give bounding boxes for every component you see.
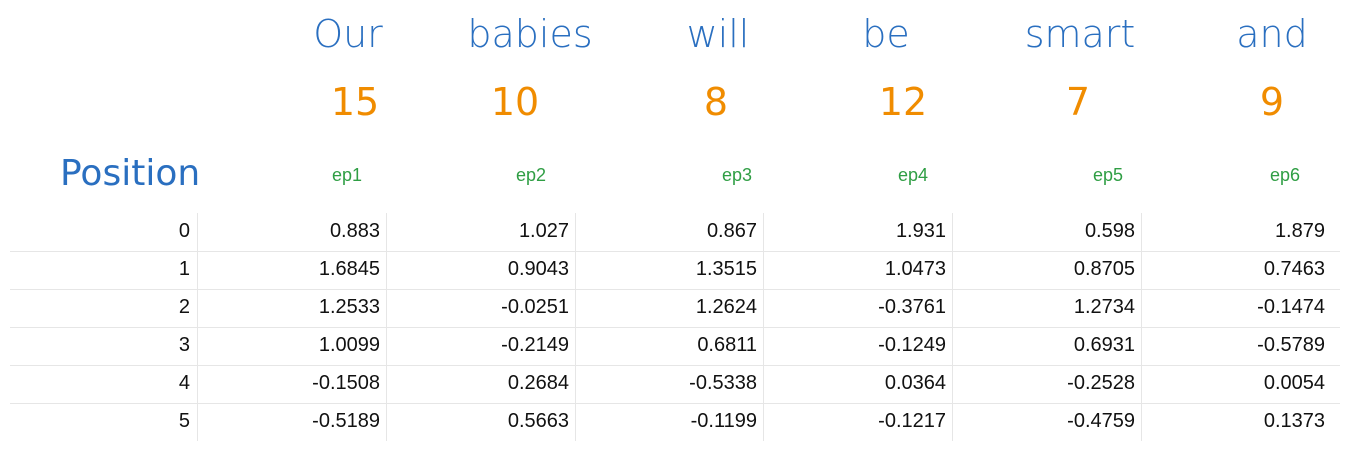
table-cell: 1.0099 xyxy=(318,334,380,356)
table-cell: 0.8705 xyxy=(1073,258,1135,280)
table-cell: 1.2624 xyxy=(695,296,757,318)
table-cell: 0.6931 xyxy=(1073,334,1135,356)
row-index: 2 xyxy=(178,296,190,318)
table-cell: -0.1474 xyxy=(1257,296,1325,318)
column-label: ep3 xyxy=(721,165,753,185)
table-cell: 0.867 xyxy=(706,220,757,242)
table-cell: 1.2533 xyxy=(318,296,380,318)
row-divider xyxy=(10,403,1340,404)
row-index: 0 xyxy=(178,220,190,242)
row-index: 5 xyxy=(178,410,190,432)
header-word: Our xyxy=(313,12,383,56)
column-label: ep2 xyxy=(515,165,547,185)
table-cell: 1.879 xyxy=(1274,220,1325,242)
column-divider xyxy=(197,213,198,441)
row-index: 4 xyxy=(178,372,190,394)
table-cell: 1.931 xyxy=(895,220,946,242)
column-label: ep5 xyxy=(1092,165,1124,185)
header-word: smart xyxy=(1024,12,1136,56)
header-number: 8 xyxy=(703,80,729,124)
table-cell: 1.3515 xyxy=(695,258,757,280)
table-cell: 0.0054 xyxy=(1263,372,1325,394)
column-divider xyxy=(575,213,576,441)
header-word: will xyxy=(686,12,750,56)
table-cell: 0.598 xyxy=(1084,220,1135,242)
table-cell: 0.1373 xyxy=(1263,410,1325,432)
table-cell: -0.2528 xyxy=(1067,372,1135,394)
row-index: 1 xyxy=(178,258,190,280)
row-divider xyxy=(10,327,1340,328)
table-cell: -0.5789 xyxy=(1257,334,1325,356)
header-number: 15 xyxy=(330,80,380,124)
table-cell: 1.027 xyxy=(518,220,569,242)
position-label: Position xyxy=(60,153,201,194)
table-cell: 1.6845 xyxy=(318,258,380,280)
table-cell: 0.7463 xyxy=(1263,258,1325,280)
table-cell: 0.883 xyxy=(329,220,380,242)
row-divider xyxy=(10,251,1340,252)
header-word: and xyxy=(1236,12,1308,56)
table-cell: 1.0473 xyxy=(884,258,946,280)
table-cell: 0.0364 xyxy=(884,372,946,394)
header-number: 12 xyxy=(878,80,928,124)
table-cell: 1.2734 xyxy=(1073,296,1135,318)
table-cell: -0.5189 xyxy=(312,410,380,432)
column-divider xyxy=(763,213,764,441)
table-cell: -0.1217 xyxy=(878,410,946,432)
header-word: be xyxy=(862,12,910,56)
column-divider xyxy=(386,213,387,441)
table-cell: -0.3761 xyxy=(878,296,946,318)
column-divider xyxy=(952,213,953,441)
table-cell: 0.9043 xyxy=(507,258,569,280)
table-cell: -0.2149 xyxy=(501,334,569,356)
table-cell: -0.1508 xyxy=(312,372,380,394)
table-cell: -0.1249 xyxy=(878,334,946,356)
table-cell: -0.1199 xyxy=(690,410,757,432)
row-divider xyxy=(10,289,1340,290)
column-label: ep6 xyxy=(1269,165,1301,185)
header-word: babies xyxy=(467,12,593,56)
table-cell: -0.5338 xyxy=(689,372,757,394)
column-label: ep4 xyxy=(897,165,929,185)
table-cell: -0.4759 xyxy=(1067,410,1135,432)
table-cell: 0.5663 xyxy=(507,410,569,432)
row-index: 3 xyxy=(178,334,190,356)
column-label: ep1 xyxy=(331,165,363,185)
header-number: 10 xyxy=(490,80,540,124)
row-divider xyxy=(10,365,1340,366)
table-cell: -0.0251 xyxy=(501,296,569,318)
column-divider xyxy=(1141,213,1142,441)
header-number: 7 xyxy=(1065,80,1091,124)
table-cell: 0.6811 xyxy=(697,334,757,356)
table-cell: 0.2684 xyxy=(507,372,569,394)
header-number: 9 xyxy=(1259,80,1285,124)
